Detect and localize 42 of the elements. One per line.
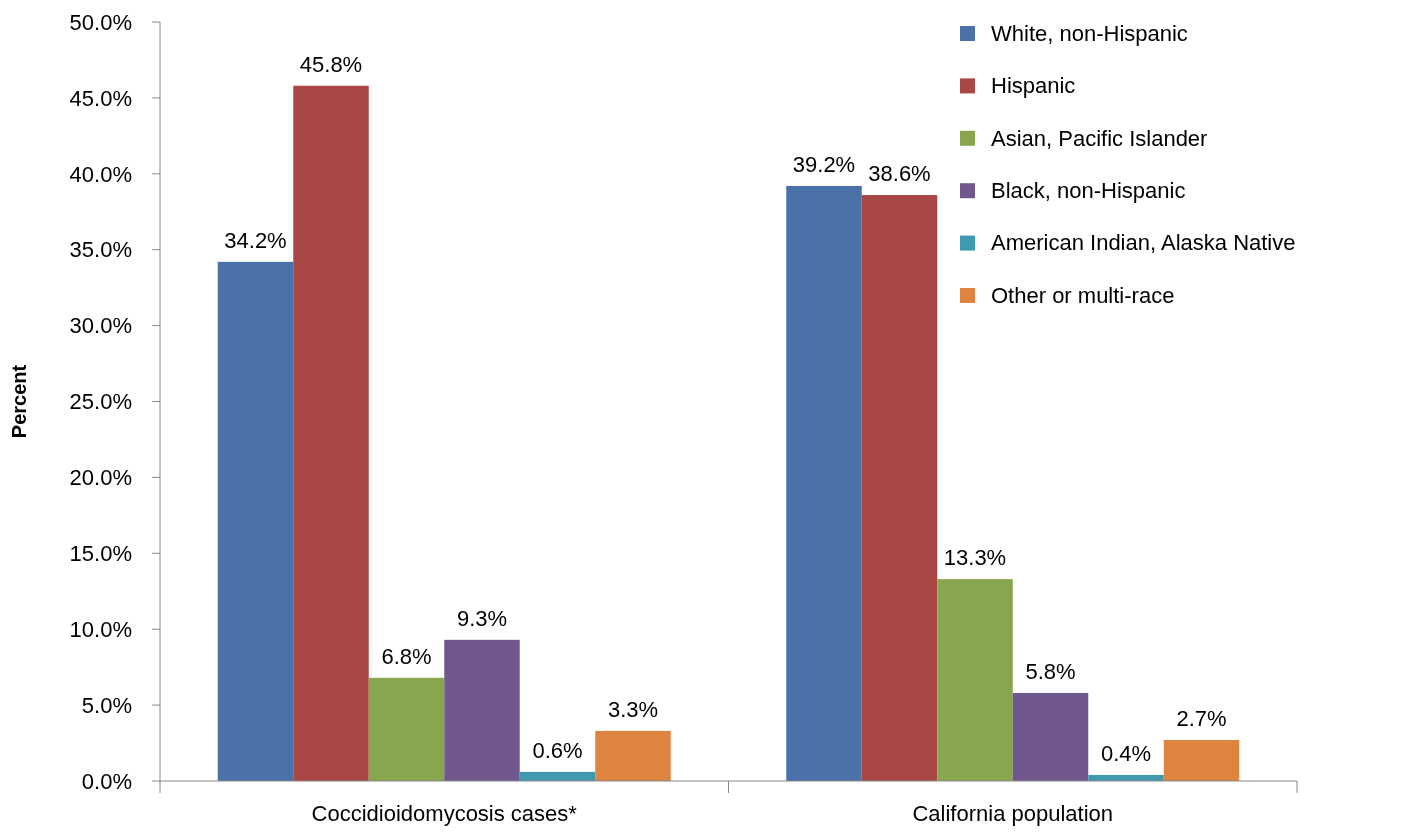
- y-tick-label: 45.0%: [69, 85, 132, 111]
- data-label: 13.3%: [943, 545, 1007, 571]
- legend-label: Black, non-Hispanic: [991, 177, 1186, 203]
- data-label: 6.8%: [381, 643, 432, 669]
- bar: [293, 85, 369, 781]
- data-label: 0.4%: [1100, 740, 1152, 766]
- bar: [786, 185, 862, 781]
- y-axis-title: Percent: [8, 364, 30, 439]
- y-tick-label: 50.0%: [69, 9, 132, 35]
- legend-label: Hispanic: [991, 73, 1076, 99]
- y-tick-label: 5.0%: [81, 692, 132, 718]
- bar: [1012, 692, 1089, 781]
- y-tick-label: 25.0%: [69, 389, 132, 415]
- data-label: 0.6%: [532, 737, 583, 763]
- y-tick-label: 40.0%: [69, 161, 132, 187]
- data-label: 39.2%: [792, 151, 856, 177]
- legend-label: White, non-Hispanic: [991, 20, 1188, 46]
- data-label: 3.3%: [607, 696, 659, 722]
- data-label: 45.8%: [299, 51, 363, 77]
- data-label: 34.2%: [224, 227, 287, 253]
- y-tick-label: 35.0%: [69, 237, 132, 263]
- legend-label: Asian, Pacific Islander: [991, 125, 1208, 151]
- y-tick-label: 0.0%: [81, 768, 132, 794]
- y-tick-label: 10.0%: [69, 616, 132, 642]
- bar: [1163, 740, 1240, 781]
- bar: [217, 261, 294, 781]
- bar: [368, 677, 445, 781]
- bar: [937, 579, 1013, 781]
- bar: [444, 639, 520, 781]
- y-tick-label: 20.0%: [69, 465, 132, 491]
- legend-label: Other or multi-race: [991, 282, 1175, 308]
- data-label: 9.3%: [456, 605, 508, 631]
- data-label: 5.8%: [1025, 658, 1076, 684]
- y-tick-label: 15.0%: [69, 541, 132, 566]
- y-tick-label: 30.0%: [69, 313, 132, 339]
- legend-label: American Indian, Alaska Native: [991, 230, 1296, 256]
- bar: [595, 730, 671, 781]
- bar: [861, 195, 938, 781]
- x-tick-label: Coccidioidomycosis cases*: [311, 801, 578, 826]
- x-tick-label: California population: [912, 801, 1114, 826]
- data-label: 2.7%: [1176, 706, 1227, 732]
- data-label: 38.6%: [868, 161, 931, 187]
